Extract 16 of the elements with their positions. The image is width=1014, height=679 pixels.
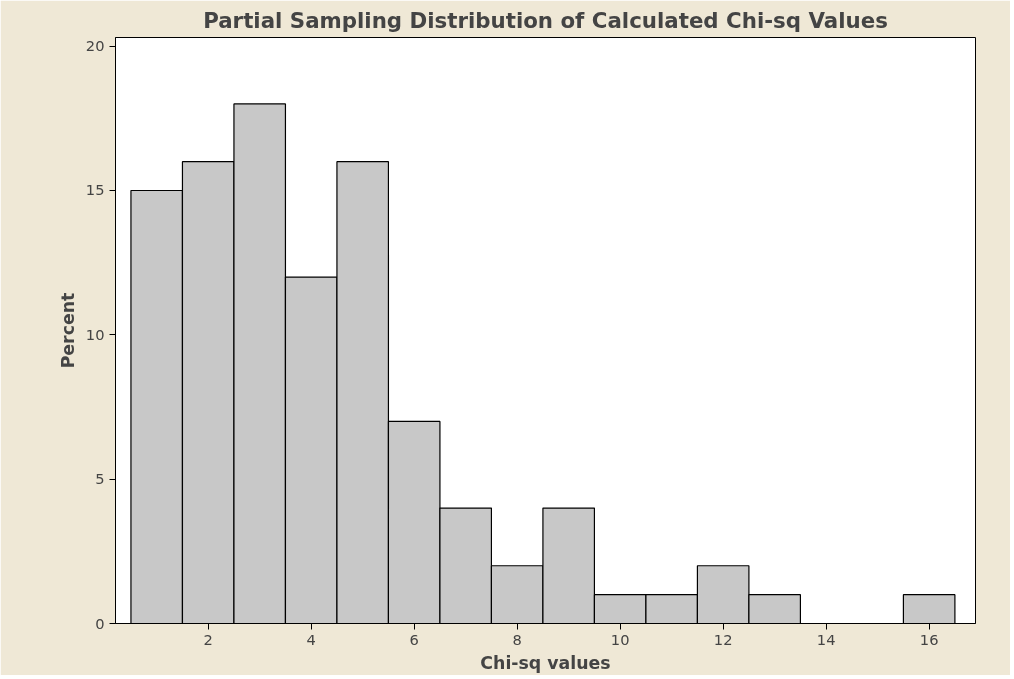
x-tick-label: 2 (203, 630, 213, 648)
x-tick-label: 10 (610, 630, 630, 648)
x-tick-label: 8 (512, 630, 522, 648)
x-tick-label: 14 (816, 630, 836, 648)
y-tick-label: 15 (85, 181, 105, 199)
x-axis-title: Chi-sq values (480, 652, 611, 673)
y-tick-label: 0 (95, 614, 105, 632)
chart-title: Partial Sampling Distribution of Calculated Chi-sq Values (203, 7, 888, 33)
y-tick-label: 5 (95, 470, 105, 488)
x-tick-label: 16 (919, 630, 939, 648)
y-tick-label: 10 (85, 325, 105, 343)
y-tick-label: 20 (85, 37, 105, 55)
x-tick-label: 12 (713, 630, 733, 648)
x-tick-label: 6 (409, 630, 419, 648)
y-axis-title: Percent (57, 292, 78, 369)
x-tick-label: 4 (306, 630, 316, 648)
